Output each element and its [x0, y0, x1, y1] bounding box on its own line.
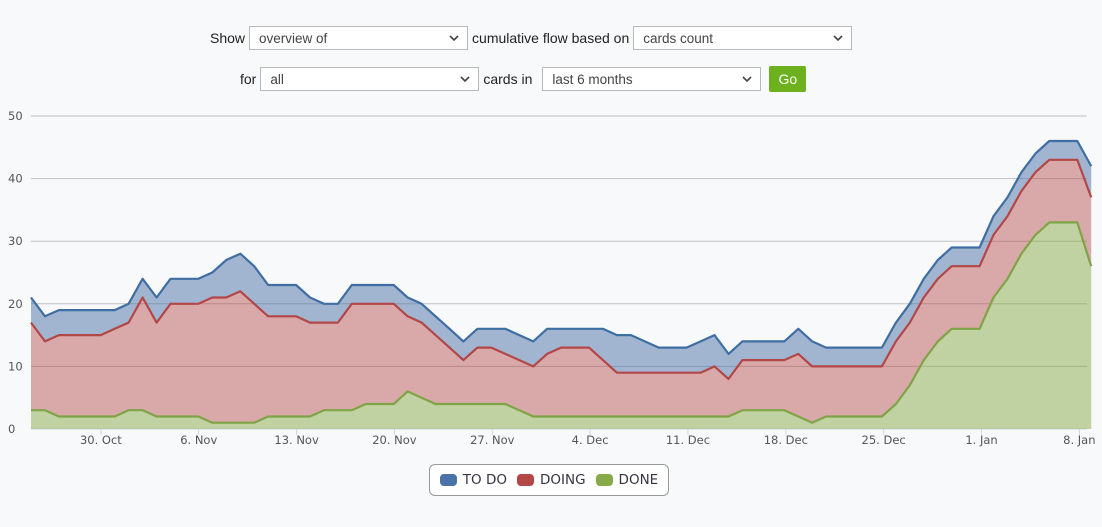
x-tick-label: 1. Jan	[965, 433, 997, 447]
x-tick-label: 4. Dec	[572, 433, 609, 447]
y-tick-label: 10	[8, 359, 23, 373]
chevron-down-icon	[833, 35, 843, 42]
show-label: Show	[210, 30, 246, 46]
cards-select-value: all	[270, 72, 284, 87]
chevron-down-icon	[742, 76, 752, 83]
done-area-line	[31, 221, 1093, 424]
for-label: for	[240, 71, 257, 87]
cumulative-flow-chart: 0 10 20 30 40 50 30. Oct 6. Nov 13. Nov 20. Nov 2…	[8, 109, 1096, 447]
chevron-down-icon	[449, 35, 459, 42]
controls-row-1: Show overview of cumulative flow based o…	[210, 26, 856, 50]
x-tick-label: 11. Dec	[666, 433, 710, 447]
y-tick-label: 20	[8, 297, 23, 311]
legend-item-done[interactable]: DONE	[595, 472, 659, 488]
controls-row-2: for all cards in last 6 months Go	[240, 66, 807, 92]
chevron-down-icon	[460, 76, 470, 83]
doing-swatch-icon	[516, 474, 534, 486]
y-tick-label: 40	[8, 172, 23, 186]
doing-area	[31, 159, 1092, 423]
x-tick-label: 8. Jan	[1063, 433, 1095, 447]
metric-select-value: cards count	[643, 31, 714, 46]
metric-select[interactable]: cards count	[633, 26, 853, 50]
legend-label: DONE	[618, 472, 659, 488]
x-axis: 30. Oct 6. Nov 13. Nov 20. Nov 27. Nov 4. Dec…	[80, 429, 1096, 447]
x-tick-label: 13. Nov	[274, 433, 319, 447]
todo-area-line	[30, 139, 1093, 355]
view-select[interactable]: overview of	[249, 26, 469, 50]
legend-label: TO DO	[462, 472, 507, 488]
done-area	[31, 222, 1092, 429]
legend-item-doing[interactable]: DOING	[516, 472, 586, 488]
chart-legend: TO DO DOING DONE	[429, 464, 669, 496]
cards-select[interactable]: all	[260, 67, 480, 91]
y-tick-label: 30	[8, 234, 23, 248]
x-tick-label: 25. Dec	[862, 433, 906, 447]
x-tick-label: 20. Nov	[372, 433, 417, 447]
period-select[interactable]: last 6 months	[542, 67, 762, 91]
x-tick-label: 18. Dec	[764, 433, 808, 447]
legend-item-todo[interactable]: TO DO	[439, 472, 507, 488]
todo-area	[31, 141, 1092, 379]
view-select-value: overview of	[259, 31, 328, 46]
cumulative-flow-label: cumulative flow based on	[472, 30, 630, 46]
cards-in-label: cards in	[483, 71, 533, 87]
x-tick-label: 6. Nov	[180, 433, 217, 447]
doing-area-line	[30, 158, 1093, 380]
y-tick-label: 0	[8, 422, 15, 436]
period-select-value: last 6 months	[552, 72, 633, 87]
legend-label: DOING	[539, 472, 586, 488]
x-tick-label: 30. Oct	[80, 433, 122, 447]
todo-swatch-icon	[439, 474, 457, 486]
x-tick-label: 27. Nov	[470, 433, 515, 447]
done-swatch-icon	[595, 474, 613, 486]
go-button[interactable]: Go	[769, 66, 807, 92]
y-tick-label: 50	[8, 109, 23, 123]
chart-areas	[30, 139, 1093, 429]
